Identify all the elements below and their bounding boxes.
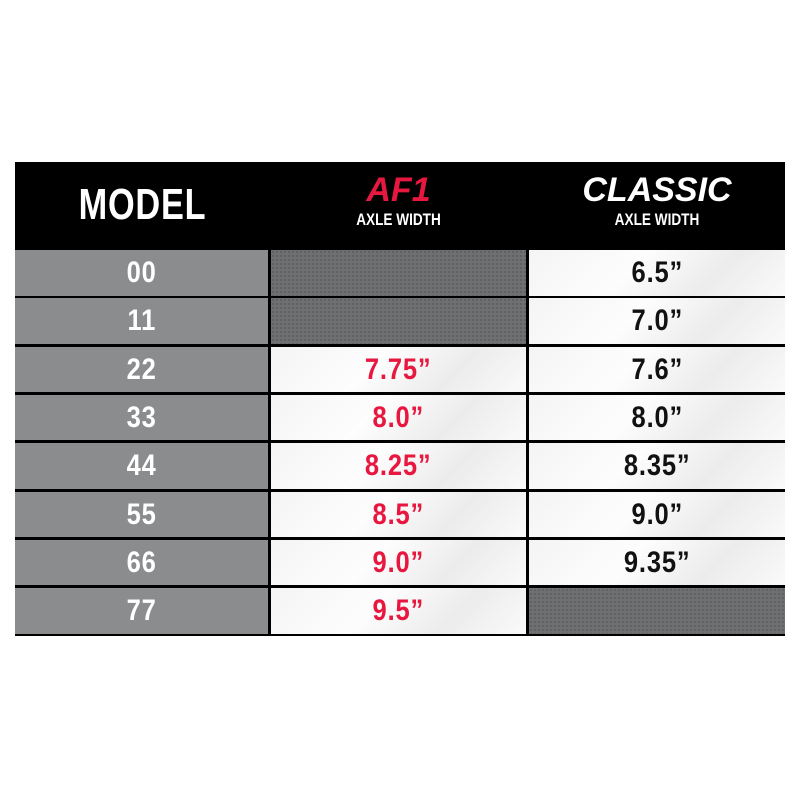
model-cell: 33 (15, 394, 268, 441)
table-row: 00 6.5” (15, 250, 785, 296)
af1-cell: 8.5” (271, 491, 526, 537)
axle-width-table: MODEL AF1 AXLE WIDTH CLASSIC AXLE WIDTH … (15, 162, 785, 636)
classic-subtitle: AXLE WIDTH (614, 210, 700, 229)
table-row: 22 7.75” 7.6” (15, 346, 785, 393)
classic-cell: 8.35” (529, 443, 785, 489)
classic-cell: 7.0” (529, 298, 785, 344)
model-cell-value: 33 (126, 400, 157, 434)
classic-cell-value: 9.0” (631, 497, 683, 531)
classic-cell: 7.6” (529, 346, 785, 393)
header-model: MODEL (78, 180, 207, 229)
model-cell-value: 00 (126, 256, 157, 289)
table-row: 77 9.5” (15, 588, 785, 634)
model-cell-value: 22 (126, 352, 157, 386)
af1-cell: 7.75” (271, 346, 526, 393)
classic-cell-value: 6.5” (631, 256, 683, 289)
model-cell: 55 (15, 491, 268, 537)
classic-cell: 9.35” (529, 539, 785, 586)
af1-cell (271, 250, 526, 296)
classic-title: CLASSIC (582, 171, 732, 209)
table-header: MODEL AF1 AXLE WIDTH CLASSIC AXLE WIDTH (15, 162, 785, 247)
classic-cell-value: 8.35” (623, 449, 691, 483)
model-cell: 66 (15, 539, 268, 586)
model-cell-value: 66 (126, 545, 157, 579)
model-cell-value: 44 (126, 449, 157, 483)
classic-cell-value: 7.6” (631, 352, 683, 386)
model-cell: 22 (15, 346, 268, 393)
model-cell-value: 11 (127, 304, 156, 338)
model-cell: 77 (15, 588, 268, 634)
classic-cell: 6.5” (529, 250, 785, 296)
af1-cell: 8.25” (271, 443, 526, 489)
af1-cell: 8.0” (271, 394, 526, 441)
af1-cell: 9.0” (271, 539, 526, 586)
table-row: 44 8.25” 8.35” (15, 443, 785, 489)
table-row: 66 9.0” 9.35” (15, 539, 785, 586)
af1-cell-value: 9.0” (372, 545, 425, 579)
model-cell-value: 77 (126, 594, 157, 628)
classic-cell: 8.0” (529, 394, 785, 441)
af1-cell-value: 8.25” (365, 449, 432, 483)
model-cell: 11 (15, 298, 268, 344)
af1-cell-value: 8.5” (372, 497, 425, 531)
table-row: 55 8.5” 9.0” (15, 491, 785, 537)
header-classic: CLASSIC AXLE WIDTH (529, 162, 785, 247)
header-af1: AF1 AXLE WIDTH (271, 162, 526, 247)
model-cell: 44 (15, 443, 268, 489)
model-cell-value: 55 (126, 497, 157, 531)
af1-cell-value: 8.0” (372, 400, 425, 434)
af1-cell: 9.5” (271, 588, 526, 634)
af1-cell-value: 9.5” (372, 594, 425, 628)
af1-title: AF1 (366, 171, 431, 209)
classic-cell: 9.0” (529, 491, 785, 537)
model-cell: 00 (15, 250, 268, 296)
table-row: 33 8.0” 8.0” (15, 394, 785, 441)
af1-cell-value: 7.75” (365, 352, 432, 386)
classic-cell (529, 588, 785, 634)
classic-cell-value: 8.0” (631, 400, 683, 434)
classic-cell-value: 9.35” (623, 545, 691, 579)
af1-subtitle: AXLE WIDTH (356, 210, 441, 229)
af1-cell (271, 298, 526, 344)
classic-cell-value: 7.0” (631, 304, 683, 338)
table-row: 11 7.0” (15, 298, 785, 344)
